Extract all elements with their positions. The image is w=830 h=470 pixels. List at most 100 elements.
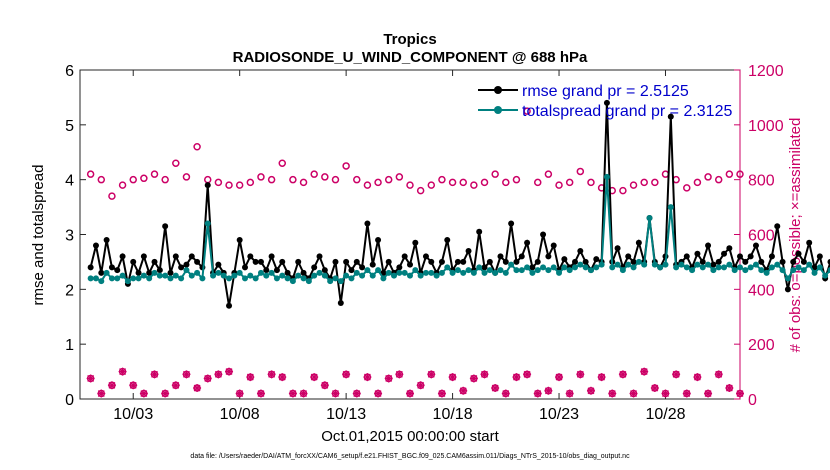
totalspread-point bbox=[348, 275, 355, 282]
rmse-point bbox=[194, 258, 201, 265]
x-tick-label: 10/23 bbox=[539, 406, 579, 423]
totalspread-point bbox=[92, 275, 99, 282]
obs-assimilated-star bbox=[427, 370, 436, 379]
obs-assimilated-star bbox=[661, 389, 670, 398]
rmse-point bbox=[151, 258, 158, 265]
obs-possible-point bbox=[299, 178, 308, 187]
totalspread-point bbox=[657, 264, 664, 271]
rmse-point bbox=[183, 261, 190, 268]
totalspread-point bbox=[481, 269, 488, 276]
totalspread-point bbox=[518, 267, 525, 274]
totalspread-point bbox=[438, 269, 445, 276]
legend-label-rmse: rmse grand pr = 2.5125 bbox=[522, 83, 689, 100]
y-tick-label-right: 400 bbox=[748, 282, 775, 299]
rmse-point bbox=[428, 258, 435, 265]
obs-possible-point bbox=[576, 167, 585, 176]
totalspread-point bbox=[715, 264, 722, 271]
totalspread-point bbox=[476, 264, 483, 271]
totalspread-point bbox=[651, 261, 658, 268]
y-tick-label-left: 3 bbox=[65, 228, 74, 245]
rmse-point bbox=[353, 258, 360, 265]
obs-assimilated-star bbox=[363, 373, 372, 382]
rmse-point bbox=[87, 264, 94, 271]
obs-assimilated-star bbox=[203, 374, 212, 383]
totalspread-point bbox=[295, 272, 302, 279]
obs-assimilated-star bbox=[267, 370, 276, 379]
obs-possible-point bbox=[683, 184, 691, 192]
rmse-point bbox=[279, 258, 286, 265]
obs-assimilated-star bbox=[256, 389, 265, 398]
totalspread-point bbox=[119, 272, 126, 279]
rmse-point bbox=[790, 258, 797, 265]
totalspread-point bbox=[210, 272, 217, 279]
totalspread-point bbox=[800, 267, 807, 274]
rmse-point bbox=[242, 264, 248, 271]
rmse-point bbox=[683, 253, 690, 260]
totalspread-point bbox=[694, 261, 701, 268]
totalspread-point bbox=[273, 275, 280, 282]
obs-possible-point bbox=[725, 170, 734, 178]
obs-possible-point bbox=[225, 181, 233, 189]
rmse-point bbox=[156, 267, 163, 274]
obs-assimilated-star bbox=[565, 389, 574, 398]
totalspread-point bbox=[385, 269, 392, 276]
obs-assimilated-star bbox=[650, 384, 659, 393]
totalspread-point bbox=[774, 261, 781, 268]
rmse-point bbox=[108, 264, 115, 271]
rmse-point bbox=[295, 258, 302, 265]
totalspread-point bbox=[630, 264, 637, 271]
obs-assimilated-star bbox=[437, 389, 446, 398]
legend-marker-totalspread bbox=[494, 106, 502, 114]
obs-assimilated-star bbox=[97, 389, 106, 398]
totalspread-point bbox=[784, 275, 791, 282]
obs-possible-point bbox=[629, 181, 638, 189]
obs-assimilated-star bbox=[714, 370, 723, 379]
totalspread-point bbox=[705, 261, 712, 268]
totalspread-point bbox=[454, 267, 461, 274]
rmse-point bbox=[130, 258, 137, 265]
totalspread-point bbox=[215, 269, 222, 276]
totalspread-point bbox=[699, 264, 706, 271]
obs-assimilated-star bbox=[512, 373, 521, 382]
rmse-point bbox=[694, 250, 701, 257]
rmse-point bbox=[263, 267, 270, 274]
totalspread-point bbox=[412, 267, 419, 274]
rmse-point bbox=[513, 258, 520, 265]
totalspread-point bbox=[236, 269, 243, 276]
obs-possible-point bbox=[140, 174, 148, 183]
obs-possible-point bbox=[704, 173, 712, 181]
totalspread-point bbox=[540, 264, 547, 271]
obs-possible-point bbox=[193, 143, 201, 151]
rmse-point bbox=[178, 264, 185, 271]
obs-assimilated-star bbox=[501, 389, 510, 398]
obs-assimilated-star bbox=[576, 370, 585, 379]
legend-label-totalspread: totalspread grand pr = 2.3125 bbox=[522, 103, 732, 120]
rmse-point bbox=[540, 231, 547, 238]
y-tick-label-right: 600 bbox=[748, 228, 775, 245]
y-tick-label-right: 0 bbox=[748, 392, 757, 409]
obs-assimilated-star bbox=[608, 389, 617, 398]
obs-possible-point bbox=[384, 175, 393, 184]
obs-assimilated-star bbox=[629, 389, 638, 398]
totalspread-point bbox=[577, 261, 584, 268]
totalspread-point bbox=[231, 272, 238, 279]
rmse-point bbox=[204, 182, 211, 189]
y-tick-label-left: 4 bbox=[65, 173, 74, 190]
totalspread-point bbox=[151, 269, 158, 276]
chart-title: Tropics bbox=[383, 31, 436, 48]
obs-assimilated-star bbox=[544, 386, 553, 395]
totalspread-point bbox=[460, 269, 467, 276]
obs-possible-point bbox=[182, 173, 191, 181]
rmse-point bbox=[236, 236, 243, 243]
totalspread-point bbox=[779, 267, 786, 274]
totalspread-point bbox=[550, 264, 557, 271]
obs-possible-point bbox=[150, 170, 159, 178]
totalspread-point bbox=[492, 269, 499, 276]
rmse-point bbox=[795, 250, 802, 257]
totalspread-point bbox=[561, 264, 568, 271]
rmse-point bbox=[146, 269, 153, 276]
rmse-point bbox=[135, 269, 142, 276]
totalspread-point bbox=[98, 278, 105, 285]
totalspread-point bbox=[556, 269, 563, 276]
